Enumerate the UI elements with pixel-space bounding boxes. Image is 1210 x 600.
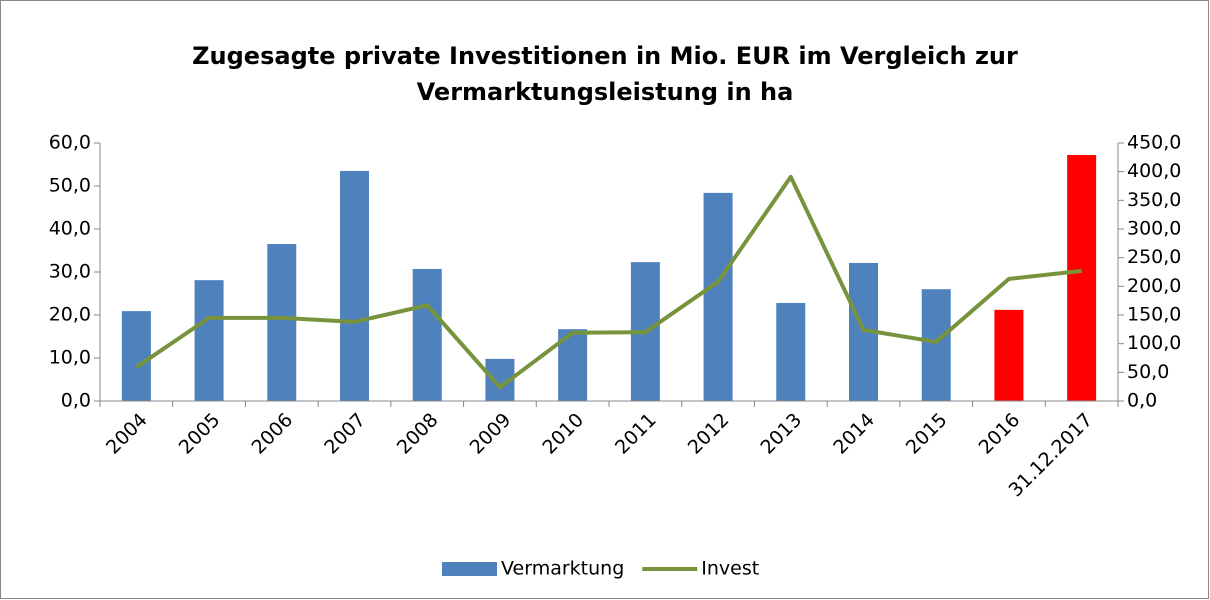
- y2-tick-label: 400,0: [1127, 160, 1181, 182]
- bar: [412, 268, 442, 401]
- y2-tick-label: 450,0: [1127, 132, 1181, 154]
- bar: [776, 302, 806, 401]
- y-tick-label: 40,0: [49, 218, 91, 240]
- bar: [1067, 155, 1097, 401]
- y-tick-label: 0,0: [61, 390, 91, 412]
- bar: [340, 170, 369, 401]
- y-tick-label: 50,0: [49, 175, 91, 197]
- y-tick-label: 30,0: [49, 261, 91, 283]
- bar: [703, 192, 733, 401]
- y2-tick-label: 100,0: [1127, 332, 1181, 354]
- y-tick-label: 60,0: [49, 132, 91, 154]
- y2-tick-label: 300,0: [1127, 218, 1181, 240]
- y2-tick-label: 0,0: [1127, 390, 1157, 412]
- y-tick-label: 10,0: [49, 347, 91, 369]
- line: [135, 174, 1082, 390]
- chart-title: Zugesagte private Investitionen in Mio. …: [192, 42, 1018, 70]
- y2-tick-label: 50,0: [1127, 361, 1169, 383]
- legend-label: Invest: [701, 558, 759, 580]
- legend-label: Vermarktung: [501, 558, 624, 580]
- chart-title: Vermarktungsleistung in ha: [417, 78, 794, 106]
- legend-swatch: [442, 562, 497, 576]
- bar: [121, 311, 151, 401]
- bar: [267, 244, 297, 401]
- y2-tick-label: 350,0: [1127, 189, 1181, 211]
- y2-tick-label: 250,0: [1127, 246, 1181, 268]
- bar: [994, 309, 1024, 401]
- y-tick-label: 20,0: [49, 304, 91, 326]
- bar: [921, 289, 951, 401]
- bar: [194, 280, 224, 401]
- y2-tick-label: 150,0: [1127, 304, 1181, 326]
- y2-tick-label: 200,0: [1127, 275, 1181, 297]
